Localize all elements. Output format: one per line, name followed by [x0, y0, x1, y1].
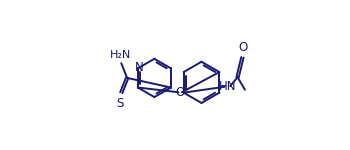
Text: N: N — [135, 61, 144, 74]
Text: S: S — [117, 97, 124, 110]
Text: H₂N: H₂N — [110, 50, 131, 60]
Text: O: O — [176, 86, 185, 99]
Text: O: O — [238, 41, 247, 54]
Text: HN: HN — [218, 80, 236, 93]
